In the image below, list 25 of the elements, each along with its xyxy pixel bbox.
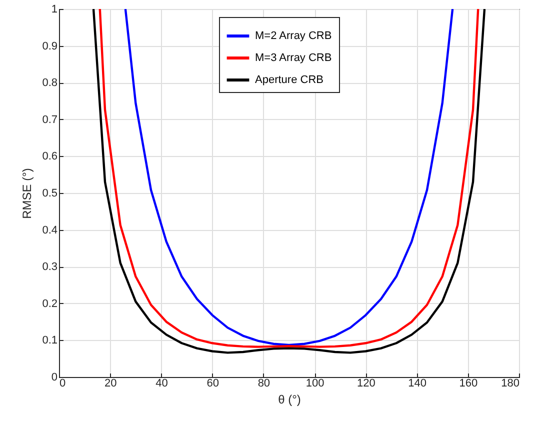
y-tick-label: 0.5 <box>42 188 58 200</box>
y-tick-label: 0.9 <box>42 40 58 52</box>
x-tick-label: 0 <box>60 378 66 390</box>
legend-label: M=3 Array CRB <box>255 52 332 64</box>
y-tick-label: 0.2 <box>42 298 58 310</box>
x-tick-label: 100 <box>306 378 324 390</box>
y-tick-label: 1 <box>51 4 58 16</box>
x-tick-label: 40 <box>156 378 168 390</box>
x-tick-label: 60 <box>206 378 219 390</box>
legend-label: Aperture CRB <box>255 74 324 86</box>
x-tick-label: 160 <box>459 378 478 390</box>
y-tick-label: 0.6 <box>42 150 58 163</box>
x-tick-label: 140 <box>408 378 426 390</box>
x-tick-label: 120 <box>356 378 376 390</box>
legend-label: M=2 Array CRB <box>255 30 332 42</box>
y-tick-label: 0.3 <box>42 261 58 274</box>
x-tick-label: 80 <box>258 378 270 390</box>
y-tick-label: 0.4 <box>42 224 58 236</box>
y-axis-title: RMSE (°) <box>20 168 34 219</box>
y-tick-label: 0.7 <box>42 114 58 126</box>
y-tick-label: 0.8 <box>42 77 58 90</box>
x-axis-title: θ (°) <box>278 392 301 406</box>
y-tick-label: 0.1 <box>42 334 58 347</box>
x-tick-label: 20 <box>104 378 117 390</box>
x-tick-label: 180 <box>501 378 520 390</box>
